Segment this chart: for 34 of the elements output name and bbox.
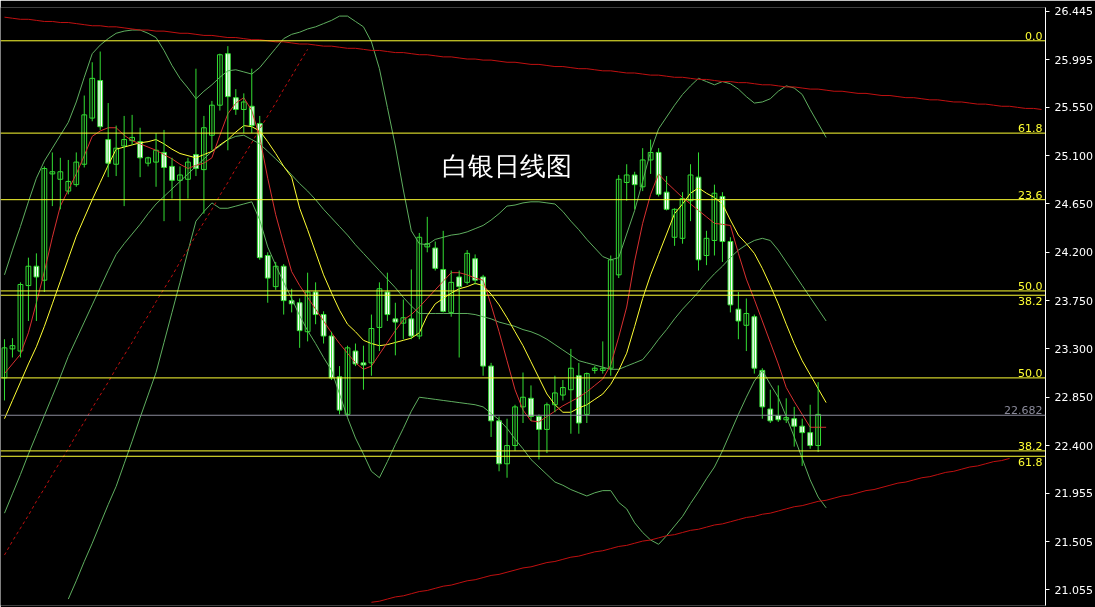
annotation: 61.8 (1018, 456, 1043, 470)
y-tick-label: 22.400 (1054, 439, 1093, 453)
candlestick (49, 151, 56, 207)
line-series (67, 201, 827, 600)
annotation: 23.6 (1018, 188, 1043, 202)
candlestick (623, 163, 630, 202)
annotation: 61.8 (1018, 122, 1043, 136)
y-tick-label: 23.750 (1054, 294, 1093, 308)
annotation: 50.0 (1018, 279, 1043, 293)
annotation: 38.2 (1018, 295, 1043, 309)
y-tick-label: 21.505 (1054, 535, 1093, 549)
y-tick-label: 21.955 (1054, 487, 1093, 501)
ref-line-label: 22.682 (1004, 404, 1043, 418)
y-tick-label: 23.300 (1054, 342, 1093, 356)
candlestick (791, 406, 798, 448)
candlestick (57, 157, 64, 210)
line-series (370, 457, 1011, 603)
annotation: 0.0 (1025, 29, 1043, 43)
y-tick-label: 24.200 (1054, 246, 1093, 260)
y-tick-label: 25.550 (1054, 101, 1093, 115)
annotation: 38.2 (1018, 439, 1043, 453)
candlestick (392, 302, 399, 356)
y-tick-label: 25.100 (1054, 149, 1093, 163)
text: 白银日线图 (442, 150, 573, 181)
y-tick-label: 24.650 (1054, 197, 1093, 211)
line-series (3, 16, 1043, 110)
line-series (3, 134, 827, 514)
y-tick-label: 26.445 (1054, 5, 1093, 19)
line-series (3, 48, 309, 556)
y-tick-label: 25.995 (1054, 53, 1093, 67)
line-series (3, 15, 827, 276)
annotation: 50.0 (1018, 366, 1043, 380)
y-tick-label: 22.850 (1054, 391, 1093, 405)
y-tick-label: 21.055 (1054, 583, 1093, 597)
